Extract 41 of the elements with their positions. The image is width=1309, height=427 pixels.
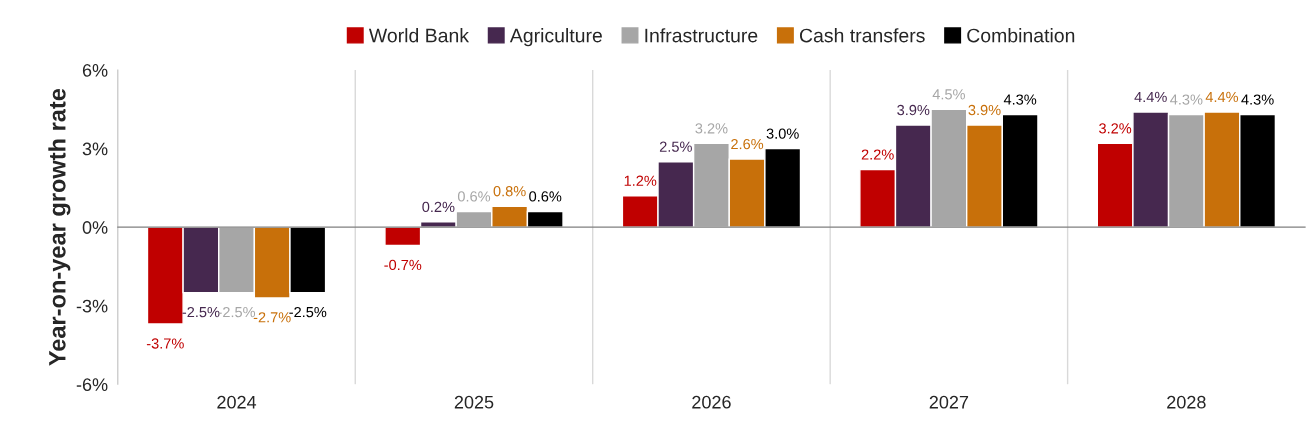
data-label: 4.5% <box>932 89 965 100</box>
data-label: 0.2% <box>422 201 455 213</box>
data-label: 3.9% <box>897 104 930 116</box>
data-label: 3.2% <box>1099 123 1132 134</box>
legend-label: Agriculture <box>509 28 602 47</box>
data-label: 4.4% <box>1205 91 1239 103</box>
data-label: -2.5% <box>218 306 256 318</box>
data-label: 2.2% <box>861 149 894 160</box>
data-label: 0.8% <box>493 186 526 197</box>
data-label: -2.7% <box>253 312 291 323</box>
x-tick-label: 2027 <box>929 395 969 409</box>
data-label: -3.7% <box>146 338 184 349</box>
data-label: 2.5% <box>659 141 692 152</box>
legend-label: Cash transfers <box>799 28 925 43</box>
legend-label: World Bank <box>368 28 470 43</box>
data-label: 4.3% <box>1003 94 1037 105</box>
data-label: 4.3% <box>1241 94 1274 105</box>
data-label: 3.0% <box>766 128 799 139</box>
y-tick-label: 6% <box>82 63 108 77</box>
data-label: 3.9% <box>968 104 1001 116</box>
legend-label: Infrastructure <box>645 28 758 43</box>
y-tick-label: 0% <box>82 221 108 234</box>
data-label: 0.6% <box>529 191 562 202</box>
data-label: 3.2% <box>695 123 728 134</box>
data-label: 2.6% <box>731 138 764 150</box>
legend-label: Combination <box>967 28 1075 43</box>
data-label: 4.4% <box>1134 91 1167 103</box>
y-tick-label: -6% <box>76 378 108 392</box>
y-tick-label: -3% <box>76 299 108 313</box>
x-tick-label: 2024 <box>217 395 257 409</box>
data-label: -2.5% <box>289 306 327 318</box>
data-label: -2.5% <box>182 306 220 318</box>
data-label: 1.2% <box>624 175 657 186</box>
data-label: 4.3% <box>1170 94 1203 105</box>
x-tick-label: 2025 <box>454 395 494 409</box>
data-label: -0.7% <box>384 259 422 271</box>
x-tick-label: 2028 <box>1167 395 1206 409</box>
y-axis-title: Year-on-year growth rate <box>48 88 71 366</box>
data-label: 0.6% <box>457 191 491 202</box>
y-tick-label: 3% <box>82 142 108 156</box>
x-tick-label: 2026 <box>692 395 731 409</box>
